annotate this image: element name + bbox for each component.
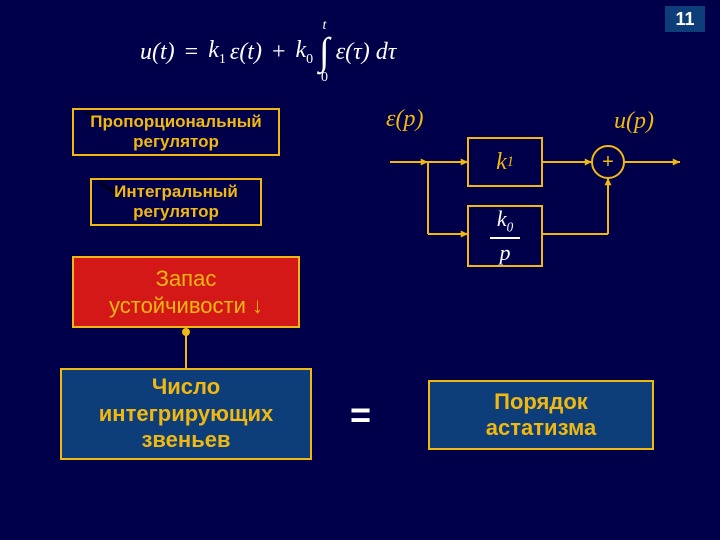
stability-margin-box: Запас устойчивости ↓ (72, 256, 300, 328)
equation-u-of-t: u(t)=k1ε(t)+k0t∫0ε(τ) dτ (140, 12, 400, 92)
k0-over-p-block-label: k0p (468, 206, 542, 266)
equals-sign: = (350, 394, 371, 436)
k1-block-label: k1 (468, 138, 542, 186)
int-reg-label: Интегральный регулятор (90, 178, 262, 226)
prop-reg-label: Пропорциональный регулятор (72, 108, 280, 156)
epsilon-p-label: ε(p) (386, 106, 423, 133)
slide-number: 11 (665, 6, 705, 32)
astatism-order-box: Порядок астатизма (428, 380, 654, 450)
u-p-label: u(p) (614, 108, 654, 135)
summer-plus: + (592, 146, 624, 178)
integrating-links-box: Число интегрирующих звеньев (60, 368, 312, 460)
